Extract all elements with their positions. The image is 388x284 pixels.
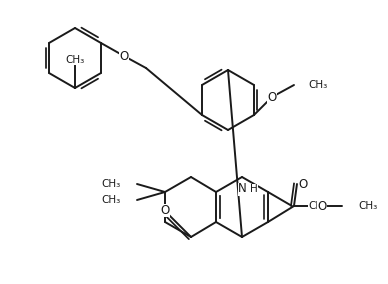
Text: O: O [317, 199, 327, 212]
Text: N: N [237, 183, 246, 195]
Text: CH₃: CH₃ [308, 201, 327, 211]
Text: O: O [267, 91, 277, 103]
Text: CH₃: CH₃ [358, 201, 377, 211]
Text: O: O [160, 204, 170, 216]
Text: CH₃: CH₃ [102, 195, 121, 205]
Text: O: O [120, 49, 128, 62]
Text: O: O [298, 178, 308, 191]
Text: CH₃: CH₃ [308, 80, 327, 90]
Text: CH₃: CH₃ [65, 55, 85, 65]
Text: CH₃: CH₃ [102, 179, 121, 189]
Text: H: H [250, 184, 258, 194]
